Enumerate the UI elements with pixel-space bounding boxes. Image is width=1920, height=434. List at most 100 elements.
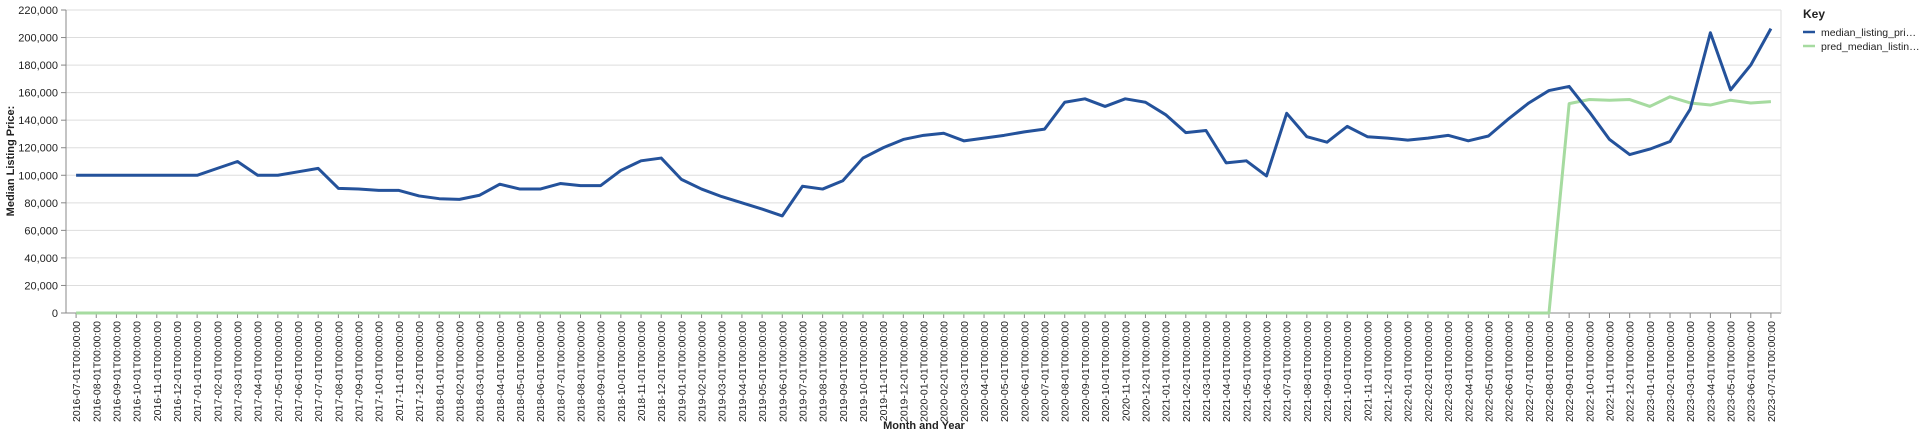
x-tick-label: 2019-09-01T00:00:00 — [838, 321, 850, 422]
x-tick-label: 2020-02-01T00:00:00 — [939, 321, 951, 422]
x-tick-label: 2018-10-01T00:00:00 — [616, 321, 628, 422]
y-tick-label: 20,000 — [24, 280, 58, 292]
x-tick-label: 2021-07-01T00:00:00 — [1282, 321, 1294, 422]
x-tick-label: 2018-04-01T00:00:00 — [495, 321, 507, 422]
x-tick-label: 2018-09-01T00:00:00 — [596, 321, 608, 422]
x-tick-label: 2021-03-01T00:00:00 — [1201, 321, 1213, 422]
x-tick-label: 2022-02-01T00:00:00 — [1423, 321, 1435, 422]
x-tick-label: 2018-05-01T00:00:00 — [515, 321, 527, 422]
y-tick-label: 140,000 — [18, 115, 58, 127]
x-tick-label: 2021-09-01T00:00:00 — [1322, 321, 1334, 422]
y-tick-label: 160,000 — [18, 88, 58, 100]
x-tick-label: 2023-04-01T00:00:00 — [1705, 321, 1717, 422]
y-axis-title: Median Listing Price: — [5, 106, 17, 217]
x-tick-label: 2017-04-01T00:00:00 — [253, 321, 265, 422]
x-tick-label: 2017-10-01T00:00:00 — [374, 321, 386, 422]
x-tick-label: 2020-10-01T00:00:00 — [1100, 321, 1112, 422]
y-tick-label: 60,000 — [24, 225, 58, 237]
x-tick-label: 2022-01-01T00:00:00 — [1403, 321, 1415, 422]
legend-title: Key — [1803, 7, 1825, 21]
x-tick-label: 2023-07-01T00:00:00 — [1766, 321, 1778, 422]
x-tick-label: 2021-11-01T00:00:00 — [1362, 321, 1374, 421]
x-tick-label: 2021-08-01T00:00:00 — [1302, 321, 1314, 422]
series-line — [76, 27, 1773, 218]
x-tick-label: 2019-05-01T00:00:00 — [757, 321, 769, 422]
y-tick-label: 40,000 — [24, 253, 58, 265]
x-tick-label: 2020-03-01T00:00:00 — [959, 321, 971, 422]
x-tick-label: 2016-11-01T00:00:00 — [152, 321, 164, 421]
x-tick-label: 2023-05-01T00:00:00 — [1726, 321, 1738, 422]
x-tick-label: 2018-06-01T00:00:00 — [535, 321, 547, 422]
x-tick-label: 2019-02-01T00:00:00 — [697, 321, 709, 422]
x-tick-label: 2022-09-01T00:00:00 — [1564, 321, 1576, 422]
series-line — [76, 95, 1772, 315]
x-tick-label: 2023-02-01T00:00:00 — [1665, 321, 1677, 422]
x-tick-label: 2021-04-01T00:00:00 — [1221, 321, 1233, 422]
x-tick-label: 2020-09-01T00:00:00 — [1080, 321, 1092, 422]
x-tick-label: 2019-07-01T00:00:00 — [797, 321, 809, 422]
x-tick-label: 2023-06-01T00:00:00 — [1746, 321, 1758, 422]
x-tick-label: 2022-04-01T00:00:00 — [1463, 321, 1475, 422]
y-tick-label: 180,000 — [18, 60, 58, 72]
x-tick-label: 2023-01-01T00:00:00 — [1645, 321, 1657, 422]
x-tick-label: 2020-11-01T00:00:00 — [1120, 321, 1132, 421]
x-tick-label: 2018-03-01T00:00:00 — [475, 321, 487, 422]
x-tick-label: 2020-04-01T00:00:00 — [979, 321, 991, 422]
x-tick-label: 2019-12-01T00:00:00 — [898, 321, 910, 422]
legend-label: pred_median_listin… — [1821, 41, 1920, 53]
x-tick-label: 2023-03-01T00:00:00 — [1685, 321, 1697, 422]
x-tick-label: 2019-11-01T00:00:00 — [878, 321, 890, 421]
legend-label: median_listing_pri… — [1821, 27, 1916, 39]
x-tick-label: 2016-12-01T00:00:00 — [172, 321, 184, 422]
x-tick-label: 2017-09-01T00:00:00 — [354, 321, 366, 422]
x-tick-label: 2022-03-01T00:00:00 — [1443, 321, 1455, 422]
x-tick-label: 2020-01-01T00:00:00 — [919, 321, 931, 422]
x-tick-label: 2022-11-01T00:00:00 — [1605, 321, 1617, 421]
x-tick-label: 2019-08-01T00:00:00 — [818, 321, 830, 422]
x-tick-label: 2016-07-01T00:00:00 — [71, 321, 83, 422]
x-tick-label: 2019-06-01T00:00:00 — [777, 321, 789, 422]
x-tick-label: 2017-08-01T00:00:00 — [333, 321, 345, 422]
x-tick-label: 2022-12-01T00:00:00 — [1625, 321, 1637, 422]
x-tick-label: 2021-01-01T00:00:00 — [1161, 321, 1173, 422]
x-tick-label: 2022-08-01T00:00:00 — [1544, 321, 1556, 422]
x-tick-label: 2018-02-01T00:00:00 — [454, 321, 466, 422]
x-tick-label: 2017-12-01T00:00:00 — [414, 321, 426, 422]
y-tick-label: 200,000 — [18, 33, 58, 45]
x-tick-label: 2018-07-01T00:00:00 — [555, 321, 567, 422]
x-tick-label: 2020-12-01T00:00:00 — [1140, 321, 1152, 422]
x-tick-label: 2017-02-01T00:00:00 — [212, 321, 224, 422]
x-axis-title: Month and Year — [883, 420, 965, 432]
x-tick-label: 2019-04-01T00:00:00 — [737, 321, 749, 422]
y-tick-label: 0 — [52, 308, 58, 320]
x-tick-label: 2016-10-01T00:00:00 — [132, 321, 144, 422]
x-tick-label: 2017-06-01T00:00:00 — [293, 321, 305, 422]
x-tick-label: 2020-08-01T00:00:00 — [1060, 321, 1072, 422]
x-tick-label: 2016-09-01T00:00:00 — [111, 321, 123, 422]
x-tick-label: 2021-06-01T00:00:00 — [1262, 321, 1274, 422]
x-tick-label: 2018-11-01T00:00:00 — [636, 321, 648, 421]
x-tick-label: 2018-08-01T00:00:00 — [576, 321, 588, 422]
x-tick-label: 2021-12-01T00:00:00 — [1383, 321, 1395, 422]
x-tick-label: 2016-08-01T00:00:00 — [91, 321, 103, 422]
x-tick-label: 2017-11-01T00:00:00 — [394, 321, 406, 421]
x-tick-label: 2017-05-01T00:00:00 — [273, 321, 285, 422]
x-tick-label: 2020-06-01T00:00:00 — [1019, 321, 1031, 422]
x-tick-label: 2019-03-01T00:00:00 — [717, 321, 729, 422]
x-tick-label: 2022-10-01T00:00:00 — [1584, 321, 1596, 422]
x-tick-label: 2020-05-01T00:00:00 — [999, 321, 1011, 422]
x-tick-label: 2019-01-01T00:00:00 — [676, 321, 688, 422]
x-tick-label: 2021-05-01T00:00:00 — [1241, 321, 1253, 422]
y-tick-label: 120,000 — [18, 143, 58, 155]
x-tick-label: 2022-07-01T00:00:00 — [1524, 321, 1536, 422]
x-tick-label: 2022-06-01T00:00:00 — [1504, 321, 1516, 422]
x-tick-label: 2017-07-01T00:00:00 — [313, 321, 325, 422]
x-tick-label: 2017-01-01T00:00:00 — [192, 321, 204, 422]
x-tick-label: 2022-05-01T00:00:00 — [1483, 321, 1495, 422]
x-tick-label: 2017-03-01T00:00:00 — [233, 321, 245, 422]
x-tick-label: 2020-07-01T00:00:00 — [1040, 321, 1052, 422]
y-tick-label: 80,000 — [24, 198, 58, 210]
x-tick-label: 2021-02-01T00:00:00 — [1181, 321, 1193, 422]
y-tick-label: 220,000 — [18, 5, 58, 17]
